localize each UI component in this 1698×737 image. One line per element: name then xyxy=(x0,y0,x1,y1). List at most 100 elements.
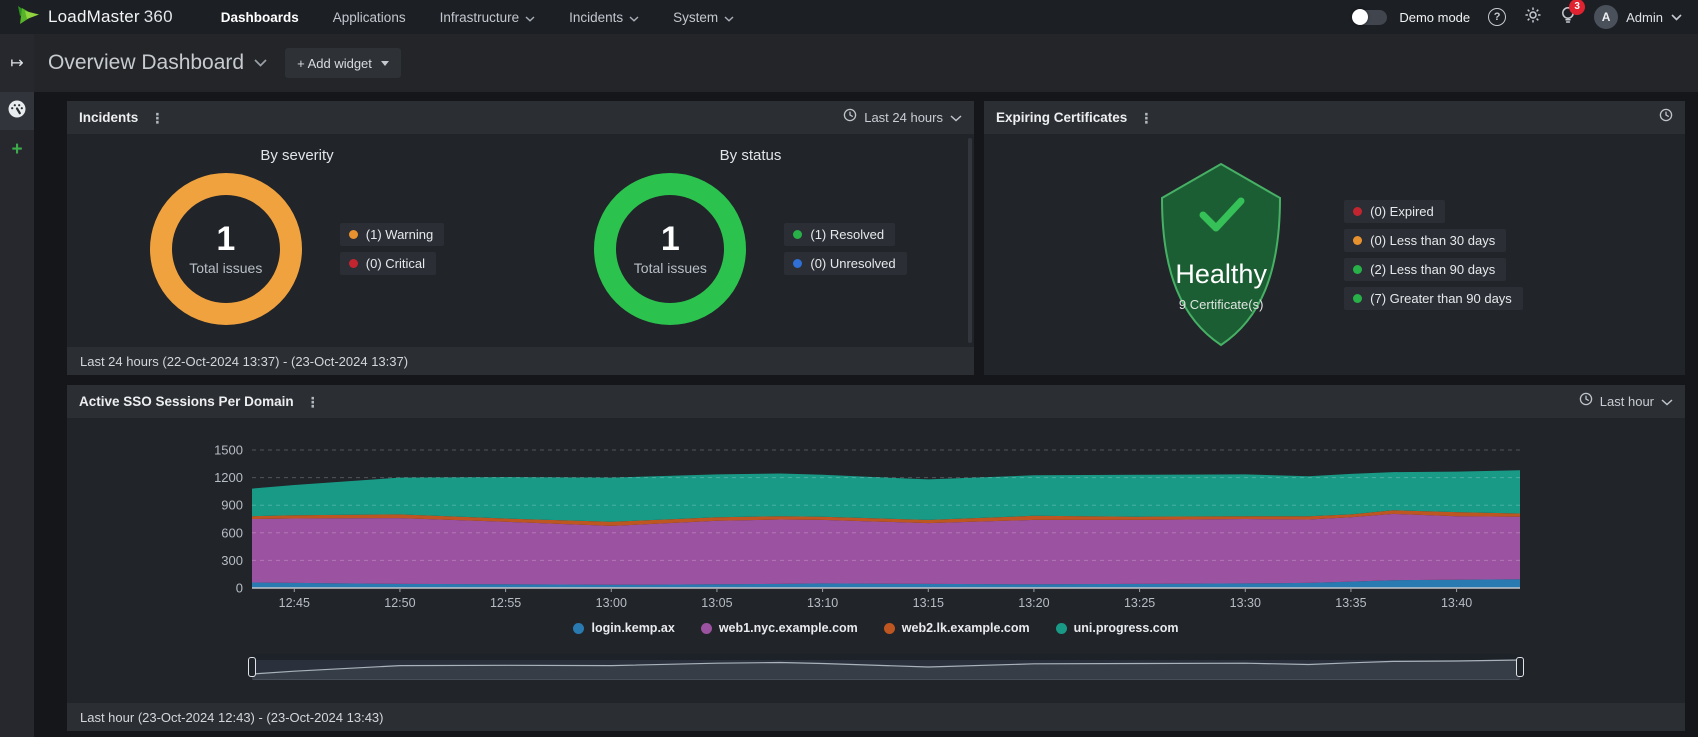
kebab-menu-icon[interactable]: ⋮ xyxy=(1139,109,1154,126)
demo-mode-toggle[interactable] xyxy=(1352,8,1388,25)
topnav-item-label: Infrastructure xyxy=(439,9,520,25)
slider-handle-left[interactable] xyxy=(248,657,256,677)
certificates-widget-body: Healthy 9 Certificate(s) (0) Expired (0) … xyxy=(984,134,1685,375)
svg-text:13:00: 13:00 xyxy=(596,596,627,610)
legend-dot xyxy=(883,622,895,634)
certificate-count-label: 9 Certificate(s) xyxy=(1178,296,1264,312)
sso-chart-legend: login.kemp.ax web1.nyc.example.com web2.lk… xyxy=(67,621,1685,635)
legend-item[interactable]: (1) Warning xyxy=(339,223,445,246)
time-range-slider[interactable] xyxy=(248,654,1524,680)
topnav-item-label: Applications xyxy=(332,9,406,25)
sso-sessions-widget: Active SSO Sessions Per Domain ⋮ Last ho… xyxy=(67,385,1685,731)
status-total: 1 xyxy=(660,220,680,259)
svg-text:13:15: 13:15 xyxy=(913,596,944,610)
svg-text:13:35: 13:35 xyxy=(1335,596,1366,610)
sso-area-chart: 0 300 600 900 1200 1500 12:45 12:50 12:55 13:00 13… xyxy=(214,443,1520,610)
topnav-item-dashboards[interactable]: Dashboards xyxy=(221,10,299,25)
sidebar-add-dashboard-button[interactable]: + xyxy=(0,130,34,168)
certificates-legend: (0) Expired (0) Less than 30 days (2) Less… xyxy=(1344,199,1523,310)
legend-dot xyxy=(1353,264,1363,274)
caret-down-icon xyxy=(380,60,389,66)
svg-text:13:05: 13:05 xyxy=(701,596,732,610)
topnav-item-system[interactable]: System xyxy=(673,10,734,25)
severity-total-label: Total issues xyxy=(189,259,263,276)
dashboard-canvas: Incidents ⋮ Last 24 hours xyxy=(34,92,1698,737)
add-widget-button[interactable]: + Add widget xyxy=(285,48,401,78)
svg-text:13:10: 13:10 xyxy=(807,596,838,610)
dashboard-selector[interactable]: Overview Dashboard xyxy=(48,51,267,75)
checkmark-icon xyxy=(1199,197,1245,231)
kebab-menu-icon[interactable]: ⋮ xyxy=(150,109,165,126)
sso-time-range-dropdown[interactable]: Last hour xyxy=(1579,392,1673,411)
legend-dot xyxy=(573,622,585,634)
help-button[interactable]: ? xyxy=(1488,8,1507,26)
legend-item[interactable]: (2) Less than 90 days xyxy=(1344,257,1507,281)
sso-title: Active SSO Sessions Per Domain xyxy=(79,394,294,409)
notifications-button[interactable]: 3 xyxy=(1560,0,1586,29)
legend-label: (0) Unresolved xyxy=(810,256,896,271)
sidebar-item-dashboard[interactable] xyxy=(0,92,34,130)
svg-text:600: 600 xyxy=(221,525,243,540)
certificates-widget-header: Expiring Certificates ⋮ xyxy=(984,101,1685,134)
by-status-title: By status xyxy=(719,147,782,164)
legend-dot xyxy=(348,230,358,239)
chart-legend-item[interactable]: web2.lk.example.com xyxy=(883,621,1030,635)
legend-item[interactable]: (0) Unresolved xyxy=(784,252,907,275)
legend-item[interactable]: (0) Critical xyxy=(339,252,437,275)
user-menu[interactable]: A Admin xyxy=(1594,5,1682,29)
legend-label: (0) Less than 30 days xyxy=(1370,232,1496,248)
topnav-item-label: Incidents xyxy=(569,9,624,25)
sso-widget-body: 0 300 600 900 1200 1500 12:45 12:50 12:55 13:00 13… xyxy=(67,418,1685,703)
chart-legend-item[interactable]: web1.nyc.example.com xyxy=(700,621,858,635)
topnav-item-incidents[interactable]: Incidents xyxy=(569,10,639,25)
user-name: Admin xyxy=(1626,9,1663,25)
sso-footer: Last hour (23-Oct-2024 12:43) - (23-Oct-… xyxy=(67,703,1685,731)
gear-icon xyxy=(1524,6,1542,29)
legend-dot xyxy=(1353,206,1363,216)
incidents-footer: Last 24 hours (22-Oct-2024 13:37) - (23-… xyxy=(67,347,974,375)
legend-dot xyxy=(348,259,358,268)
topnav-item-applications[interactable]: Applications xyxy=(333,10,406,25)
sidebar-expand-button[interactable]: ↦ xyxy=(0,34,34,92)
legend-item[interactable]: (0) Expired xyxy=(1344,199,1445,223)
kebab-menu-icon[interactable]: ⋮ xyxy=(305,393,320,410)
topnav-item-infrastructure[interactable]: Infrastructure xyxy=(440,10,536,25)
legend-item[interactable]: (7) Greater than 90 days xyxy=(1344,286,1523,310)
svg-text:900: 900 xyxy=(221,498,243,513)
chart-legend-item[interactable]: uni.progress.com xyxy=(1055,621,1179,635)
clock-icon xyxy=(843,108,857,127)
brand-text: LoadMaster 360 xyxy=(48,7,173,26)
legend-label: (1) Warning xyxy=(365,227,434,242)
legend-label: (2) Less than 90 days xyxy=(1370,261,1496,277)
demo-mode-label: Demo mode xyxy=(1399,9,1471,25)
certificates-time-button[interactable] xyxy=(1659,108,1673,127)
legend-label: (7) Greater than 90 days xyxy=(1370,290,1512,306)
incidents-scrollbar[interactable] xyxy=(968,138,972,343)
chart-legend-item[interactable]: login.kemp.ax xyxy=(573,621,675,635)
brand[interactable]: LoadMaster 360 xyxy=(16,3,173,31)
legend-item[interactable]: (0) Less than 30 days xyxy=(1344,228,1507,252)
legend-label: uni.progress.com xyxy=(1073,621,1179,635)
by-severity-title: By severity xyxy=(260,147,334,164)
sso-widget-header: Active SSO Sessions Per Domain ⋮ Last ho… xyxy=(67,385,1685,418)
legend-item[interactable]: (1) Resolved xyxy=(784,223,896,246)
topnav-item-label: System xyxy=(673,9,719,25)
chevron-down-icon xyxy=(1661,393,1673,411)
expand-arrow-icon: ↦ xyxy=(10,55,24,72)
incidents-time-range-dropdown[interactable]: Last 24 hours xyxy=(843,108,962,127)
svg-text:13:25: 13:25 xyxy=(1124,596,1155,610)
toggle-knob xyxy=(1352,8,1369,25)
svg-text:1200: 1200 xyxy=(214,470,243,485)
chevron-down-icon xyxy=(629,10,639,25)
settings-button[interactable] xyxy=(1524,6,1542,29)
slider-handle-right[interactable] xyxy=(1516,657,1524,677)
page-header: Overview Dashboard + Add widget xyxy=(34,34,1698,92)
svg-text:12:50: 12:50 xyxy=(384,596,415,610)
incidents-title: Incidents xyxy=(79,110,139,125)
legend-dot xyxy=(1055,622,1067,634)
legend-label: (1) Resolved xyxy=(810,227,885,242)
legend-label: (0) Expired xyxy=(1370,203,1434,219)
svg-text:0: 0 xyxy=(236,581,243,596)
topnav-items: Dashboards Applications Infrastructure Inci… xyxy=(221,10,734,25)
health-status-label: Healthy xyxy=(1175,258,1267,289)
